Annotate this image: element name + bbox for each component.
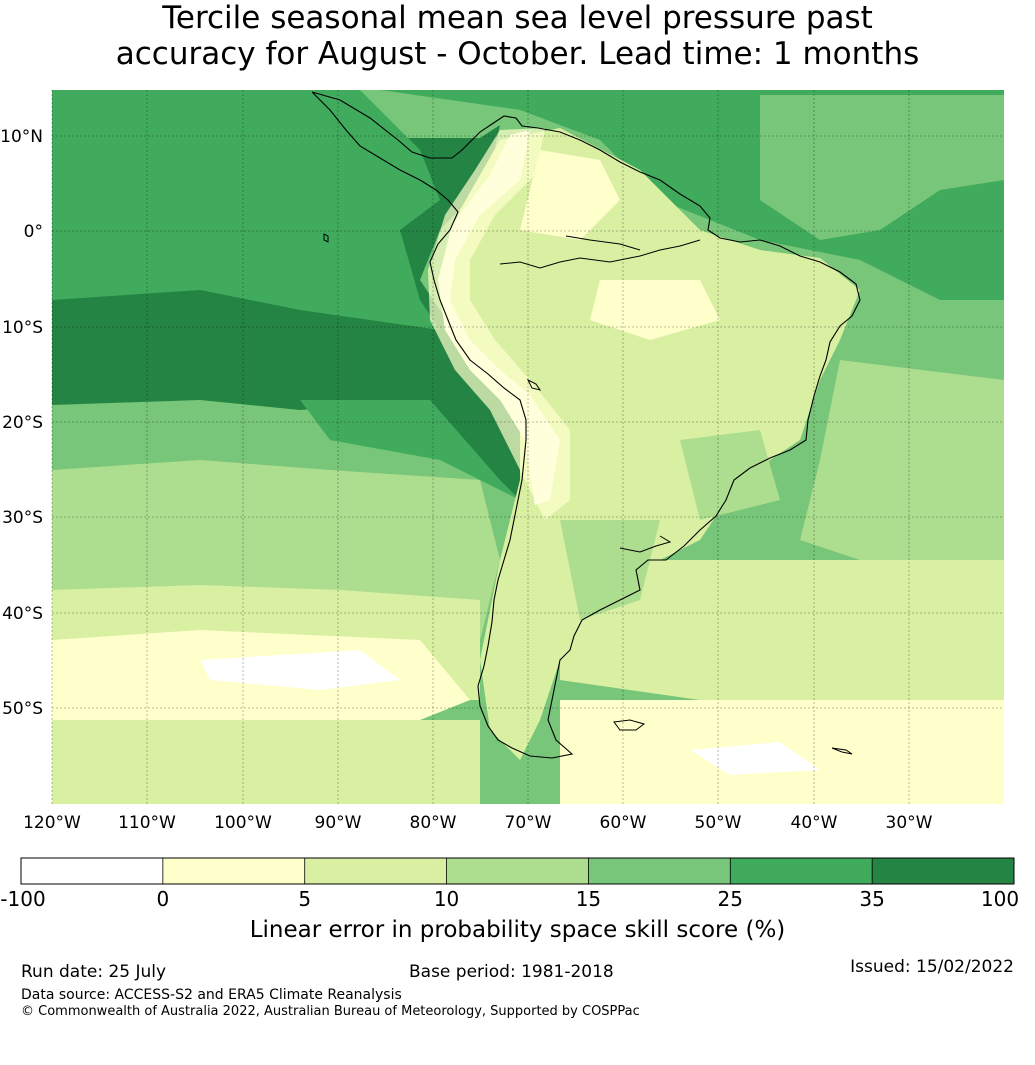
field-region-continent-light-b: [590, 280, 720, 340]
field-region-south-pacific: [300, 400, 520, 500]
colorbar-label: Linear error in probability space skill …: [249, 917, 786, 943]
data-source: Data source: ACCESS-S2 and ERA5 Climate …: [21, 987, 402, 1003]
field-region-south-b: [800, 360, 1004, 560]
field-region-continent: [440, 128, 860, 760]
base-period: Base period: 1981-2018: [409, 962, 614, 982]
lon-label-1: 110°W: [118, 813, 176, 833]
colorbar-frame: [20, 857, 1015, 885]
lat-label-2: 10°S: [2, 318, 43, 338]
lat-label-5: 40°S: [2, 604, 43, 624]
lon-label-6: 60°W: [600, 813, 647, 833]
field-region-pacific-mid: [52, 90, 440, 330]
field-region-continent-light: [520, 150, 620, 240]
river-amazon: [499, 235, 701, 269]
colorbar-tick-3: 10: [433, 887, 460, 911]
colorbar-tick-1: 0: [156, 887, 170, 911]
lon-label-2: 100°W: [214, 813, 272, 833]
run-date: Run date: 25 July: [21, 962, 167, 982]
lon-label-5: 70°W: [505, 813, 552, 833]
lat-label-6: 50°S: [2, 699, 43, 719]
lon-label-7: 50°W: [695, 813, 742, 833]
island-south-georgia: [831, 747, 853, 755]
river-plate: [619, 535, 672, 553]
colorbar-tick-6: 35: [859, 887, 885, 911]
lat-label-3: 20°S: [2, 413, 43, 433]
field-region-atlantic-light: [760, 95, 1004, 240]
lat-label-4: 30°S: [2, 508, 43, 528]
island-falklands: [613, 719, 646, 731]
skill-field: [52, 90, 1004, 804]
lon-label-4: 80°W: [410, 813, 457, 833]
field-region-south-g: [52, 720, 480, 804]
field-region-andes-halo: [428, 128, 570, 520]
title-line-2: accuracy for August - October. Lead time…: [115, 36, 920, 72]
lat-label-0: 10°N: [0, 127, 43, 147]
lon-label-0: 120°W: [23, 813, 81, 833]
copyright: © Commonwealth of Australia 2022, Austra…: [21, 1004, 640, 1019]
colorbar: [20, 857, 1015, 885]
colorbar-segment-0: [21, 858, 163, 884]
colorbar-tick-7: 100: [980, 887, 1020, 911]
longitude-labels: 120°W 110°W 100°W 90°W 80°W 70°W 60°W 50°W 40°W 3…: [23, 813, 933, 833]
coastline: [311, 91, 861, 759]
lon-label-3: 90°W: [315, 813, 362, 833]
title-line-1: Tercile seasonal mean sea level pressure…: [162, 0, 873, 36]
field-region-continent-mid: [680, 430, 780, 520]
field-region-white-patch-b: [690, 742, 820, 775]
chart-title: Tercile seasonal mean sea level pressure…: [0, 0, 1035, 72]
lon-label-8: 40°W: [791, 813, 838, 833]
colorbar-tick-2: 5: [298, 887, 312, 911]
colorbar-segment-4: [588, 858, 731, 884]
issued-date: Issued: 15/02/2022: [850, 957, 1014, 977]
colorbar-segment-6: [872, 858, 1014, 884]
latitude-labels: 10°N 0° 10°S 20°S 30°S 40°S 50°S: [0, 127, 43, 719]
colorbar-tick-0: -100: [0, 887, 46, 911]
field-region-continent-mid-b: [560, 520, 660, 620]
colorbar-segment-2: [304, 858, 447, 884]
colorbar-tick-5: 25: [717, 887, 744, 911]
lon-label-9: 30°W: [886, 813, 933, 833]
field-region-south-d: [560, 560, 1004, 700]
field-region-white-patch-a: [200, 650, 400, 690]
lat-label-1: 0°: [24, 222, 43, 242]
graticule: [51, 90, 1004, 804]
colorbar-segment-5: [730, 858, 873, 884]
lake-titicaca: [526, 378, 542, 391]
colorbar-tick-4: 15: [575, 887, 602, 911]
island-galapagos: [323, 233, 329, 243]
colorbar-segment-3: [446, 858, 589, 884]
colorbar-segment-1: [162, 858, 305, 884]
